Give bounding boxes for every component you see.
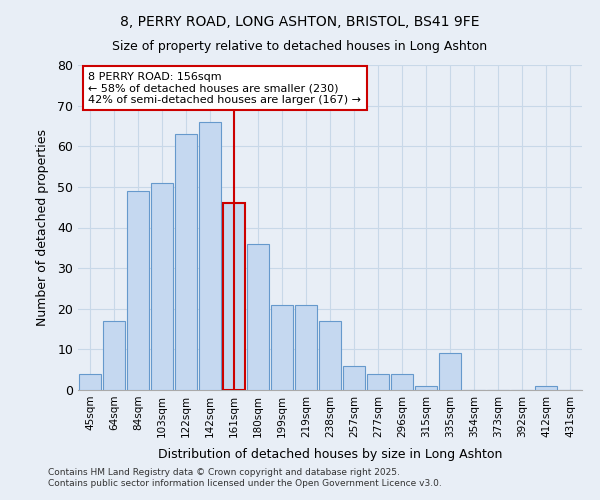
- Text: Contains HM Land Registry data © Crown copyright and database right 2025.
Contai: Contains HM Land Registry data © Crown c…: [48, 468, 442, 487]
- Bar: [247, 244, 269, 390]
- Bar: [199, 122, 221, 390]
- Bar: [127, 191, 149, 390]
- Bar: [343, 366, 365, 390]
- Bar: [79, 374, 101, 390]
- Bar: [439, 354, 461, 390]
- Bar: [391, 374, 413, 390]
- Bar: [271, 304, 293, 390]
- Text: 8 PERRY ROAD: 156sqm
← 58% of detached houses are smaller (230)
42% of semi-deta: 8 PERRY ROAD: 156sqm ← 58% of detached h…: [88, 72, 361, 104]
- X-axis label: Distribution of detached houses by size in Long Ashton: Distribution of detached houses by size …: [158, 448, 502, 461]
- Bar: [295, 304, 317, 390]
- Bar: [175, 134, 197, 390]
- Bar: [535, 386, 557, 390]
- Bar: [319, 321, 341, 390]
- Bar: [223, 203, 245, 390]
- Bar: [415, 386, 437, 390]
- Bar: [367, 374, 389, 390]
- Bar: [151, 183, 173, 390]
- Text: 8, PERRY ROAD, LONG ASHTON, BRISTOL, BS41 9FE: 8, PERRY ROAD, LONG ASHTON, BRISTOL, BS4…: [120, 15, 480, 29]
- Bar: [103, 321, 125, 390]
- Text: Size of property relative to detached houses in Long Ashton: Size of property relative to detached ho…: [112, 40, 488, 53]
- Y-axis label: Number of detached properties: Number of detached properties: [36, 129, 49, 326]
